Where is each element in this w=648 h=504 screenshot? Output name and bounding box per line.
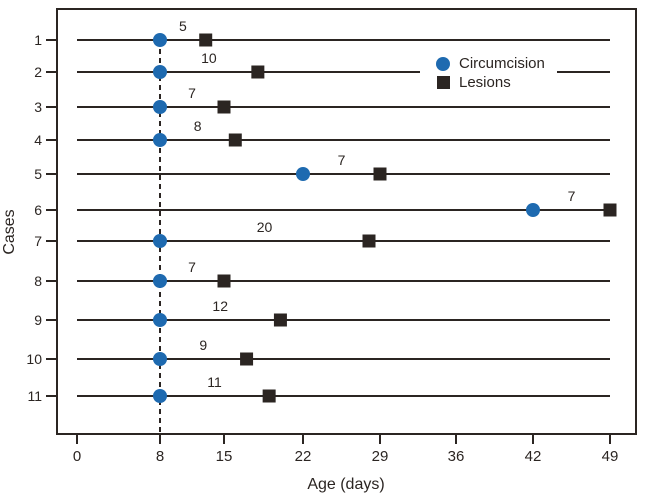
interval-label: 8 [194,118,202,134]
y-tick-label: 11 [27,388,42,404]
legend-label-circumcision: Circumcision [459,54,545,72]
x-tick-label: 0 [73,448,81,465]
interval-label: 7 [568,188,576,204]
circumcision-marker [296,167,310,181]
lesion-marker [217,274,231,288]
lesions-marker-icon [437,76,450,89]
plot-border [56,8,637,435]
lesion-marker [273,313,287,327]
y-tick-label: 5 [34,166,42,182]
x-tick-label: 42 [525,448,542,465]
y-tick-label: 2 [34,64,42,80]
interval-label: 11 [207,374,222,390]
circumcision-marker [153,133,167,147]
circumcision-marker-icon [436,56,450,71]
x-tick-label: 15 [216,448,233,465]
interval-label: 5 [179,18,187,34]
x-tick-label: 36 [448,448,465,465]
circumcision-marker [153,274,167,288]
lesion-marker [228,133,242,147]
interval-label: 7 [338,152,346,168]
lesion-marker [262,389,276,403]
lesion-marker [217,100,231,114]
lesion-marker [199,33,213,47]
x-axis-title: Age (days) [307,476,385,493]
interval-label: 9 [199,337,207,353]
x-tick-label: 22 [295,448,312,465]
legend: Circumcision Lesions [420,52,557,94]
interval-label: 10 [201,50,217,66]
circumcision-marker [153,234,167,248]
y-tick-label: 4 [34,132,42,148]
circumcision-marker [526,203,540,217]
x-tick-label: 29 [372,448,389,465]
legend-label-lesions: Lesions [459,73,511,91]
circumcision-marker [153,352,167,366]
interval-label: 7 [188,85,196,101]
x-tick-label: 49 [602,448,619,465]
lesion-marker [373,167,387,181]
circumcision-marker [153,33,167,47]
circumcision-marker [153,100,167,114]
y-tick-label: 10 [26,351,42,367]
lesion-marker [362,234,376,248]
y-tick-label: 8 [34,273,42,289]
y-tick-label: 1 [34,32,42,48]
circumcision-marker [153,389,167,403]
interval-label: 7 [188,259,196,275]
y-tick-label: 7 [34,233,42,249]
lesion-marker [603,203,617,217]
circumcision-marker [153,65,167,79]
y-tick-label: 9 [34,312,42,328]
interval-label: 12 [212,298,228,314]
y-axis-title: Cases [1,209,18,255]
y-tick-label: 3 [34,99,42,115]
interval-label: 20 [257,219,273,235]
lesion-marker [251,65,265,79]
y-tick-label: 6 [34,202,42,218]
x-tick-label: 8 [156,448,164,465]
circumcision-marker [153,313,167,327]
lesion-marker [240,352,254,366]
legend-item-lesions: Lesions [420,75,557,91]
legend-item-circumcision: Circumcision [420,56,557,72]
